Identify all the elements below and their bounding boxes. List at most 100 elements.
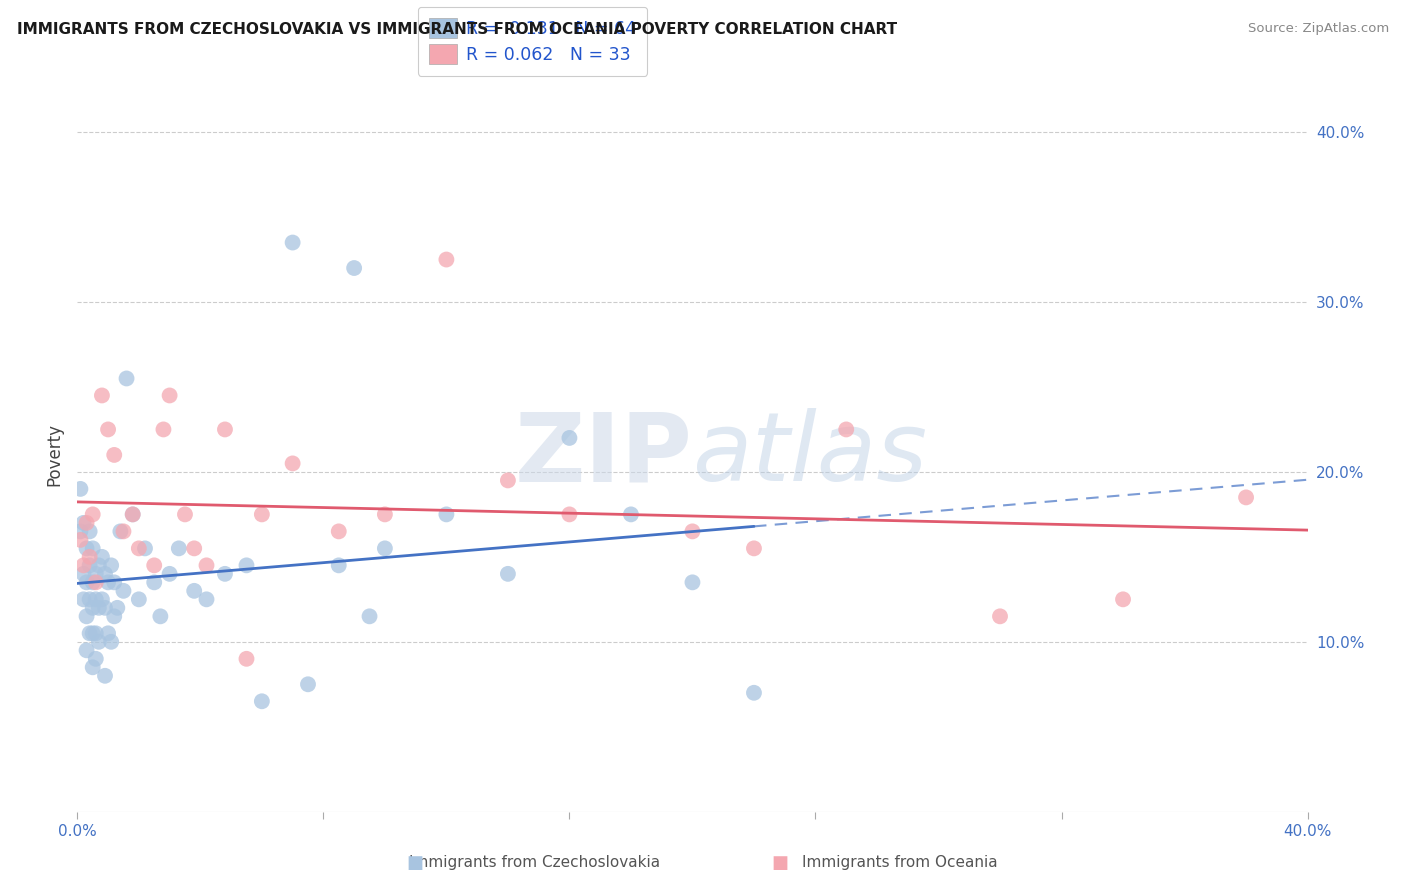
Point xyxy=(235,558,257,573)
Text: Immigrants from Oceania: Immigrants from Oceania xyxy=(801,855,998,870)
Point xyxy=(835,422,858,436)
Point xyxy=(250,508,273,522)
Point xyxy=(359,609,381,624)
Point xyxy=(250,694,273,708)
Point xyxy=(84,575,107,590)
Point xyxy=(97,422,120,436)
Point xyxy=(69,533,91,547)
Point xyxy=(103,609,125,624)
Point xyxy=(79,592,101,607)
Point xyxy=(90,549,114,564)
Point xyxy=(988,609,1011,624)
Point xyxy=(82,626,104,640)
Point xyxy=(174,508,197,522)
Point xyxy=(742,541,765,556)
Point xyxy=(82,600,104,615)
Point xyxy=(76,541,98,556)
Point xyxy=(183,583,205,598)
Point xyxy=(682,575,704,590)
Point xyxy=(328,558,350,573)
Point xyxy=(90,388,114,402)
Point xyxy=(103,448,125,462)
Point xyxy=(94,566,117,581)
Point xyxy=(558,508,581,522)
Point xyxy=(69,524,91,539)
Point xyxy=(90,592,114,607)
Point xyxy=(281,457,304,471)
Point xyxy=(128,592,150,607)
Point xyxy=(436,508,458,522)
Point xyxy=(94,600,117,615)
Point xyxy=(84,652,107,666)
Point xyxy=(72,566,94,581)
Point xyxy=(103,575,125,590)
Point xyxy=(94,669,117,683)
Point xyxy=(82,541,104,556)
Text: atlas: atlas xyxy=(693,409,928,501)
Point xyxy=(84,566,107,581)
Point xyxy=(195,592,218,607)
Point xyxy=(72,592,94,607)
Point xyxy=(76,575,98,590)
Point xyxy=(76,643,98,657)
Point xyxy=(1112,592,1135,607)
Point xyxy=(159,566,181,581)
Text: Source: ZipAtlas.com: Source: ZipAtlas.com xyxy=(1249,22,1389,36)
Point xyxy=(76,516,98,530)
Text: ■: ■ xyxy=(406,855,423,872)
Point xyxy=(84,626,107,640)
Point xyxy=(121,508,143,522)
Text: ZIP: ZIP xyxy=(515,409,693,501)
Text: IMMIGRANTS FROM CZECHOSLOVAKIA VS IMMIGRANTS FROM OCEANIA POVERTY CORRELATION CH: IMMIGRANTS FROM CZECHOSLOVAKIA VS IMMIGR… xyxy=(17,22,897,37)
Point xyxy=(496,566,519,581)
Point xyxy=(112,583,135,598)
Point xyxy=(328,524,350,539)
Point xyxy=(682,524,704,539)
Point xyxy=(143,558,166,573)
Point xyxy=(281,235,304,250)
Point xyxy=(79,549,101,564)
Point xyxy=(105,600,128,615)
Point xyxy=(558,431,581,445)
Point xyxy=(97,575,120,590)
Point xyxy=(134,541,156,556)
Point xyxy=(152,422,174,436)
Legend: R =  0.131   N = 64, R = 0.062   N = 33: R = 0.131 N = 64, R = 0.062 N = 33 xyxy=(418,7,647,76)
Point xyxy=(72,558,94,573)
Point xyxy=(84,592,107,607)
Point xyxy=(72,516,94,530)
Point xyxy=(79,558,101,573)
Point xyxy=(742,686,765,700)
Point xyxy=(82,575,104,590)
Point xyxy=(115,371,138,385)
Point xyxy=(97,626,120,640)
Point xyxy=(87,600,110,615)
Text: Immigrants from Czechoslovakia: Immigrants from Czechoslovakia xyxy=(409,855,659,870)
Point xyxy=(436,252,458,267)
Point xyxy=(214,422,236,436)
Point xyxy=(143,575,166,590)
Point xyxy=(82,660,104,674)
Point xyxy=(79,524,101,539)
Point xyxy=(87,558,110,573)
Point xyxy=(112,524,135,539)
Point xyxy=(374,541,396,556)
Point xyxy=(110,524,132,539)
Point xyxy=(620,508,643,522)
Point xyxy=(167,541,190,556)
Y-axis label: Poverty: Poverty xyxy=(45,424,63,486)
Point xyxy=(87,635,110,649)
Point xyxy=(100,635,122,649)
Point xyxy=(159,388,181,402)
Point xyxy=(183,541,205,556)
Point xyxy=(82,508,104,522)
Point xyxy=(374,508,396,522)
Point xyxy=(214,566,236,581)
Point xyxy=(235,652,257,666)
Point xyxy=(297,677,319,691)
Point xyxy=(128,541,150,556)
Point xyxy=(79,626,101,640)
Point xyxy=(496,474,519,488)
Point xyxy=(195,558,218,573)
Point xyxy=(1234,491,1257,505)
